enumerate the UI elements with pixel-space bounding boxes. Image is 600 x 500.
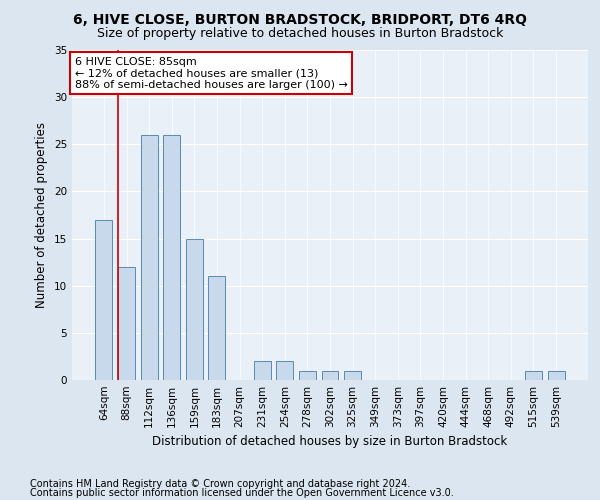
Bar: [548, 370, 565, 380]
Bar: [277, 361, 293, 380]
Text: Contains public sector information licensed under the Open Government Licence v3: Contains public sector information licen…: [30, 488, 454, 498]
Bar: [208, 276, 226, 380]
Text: Size of property relative to detached houses in Burton Bradstock: Size of property relative to detached ho…: [97, 28, 503, 40]
Bar: [140, 135, 158, 380]
Bar: [163, 135, 180, 380]
Bar: [322, 370, 338, 380]
Bar: [118, 267, 135, 380]
Bar: [254, 361, 271, 380]
Bar: [344, 370, 361, 380]
Bar: [95, 220, 112, 380]
Text: Contains HM Land Registry data © Crown copyright and database right 2024.: Contains HM Land Registry data © Crown c…: [30, 479, 410, 489]
Bar: [299, 370, 316, 380]
X-axis label: Distribution of detached houses by size in Burton Bradstock: Distribution of detached houses by size …: [152, 436, 508, 448]
Bar: [525, 370, 542, 380]
Y-axis label: Number of detached properties: Number of detached properties: [35, 122, 49, 308]
Bar: [186, 238, 203, 380]
Text: 6, HIVE CLOSE, BURTON BRADSTOCK, BRIDPORT, DT6 4RQ: 6, HIVE CLOSE, BURTON BRADSTOCK, BRIDPOR…: [73, 12, 527, 26]
Text: 6 HIVE CLOSE: 85sqm
← 12% of detached houses are smaller (13)
88% of semi-detach: 6 HIVE CLOSE: 85sqm ← 12% of detached ho…: [74, 56, 347, 90]
